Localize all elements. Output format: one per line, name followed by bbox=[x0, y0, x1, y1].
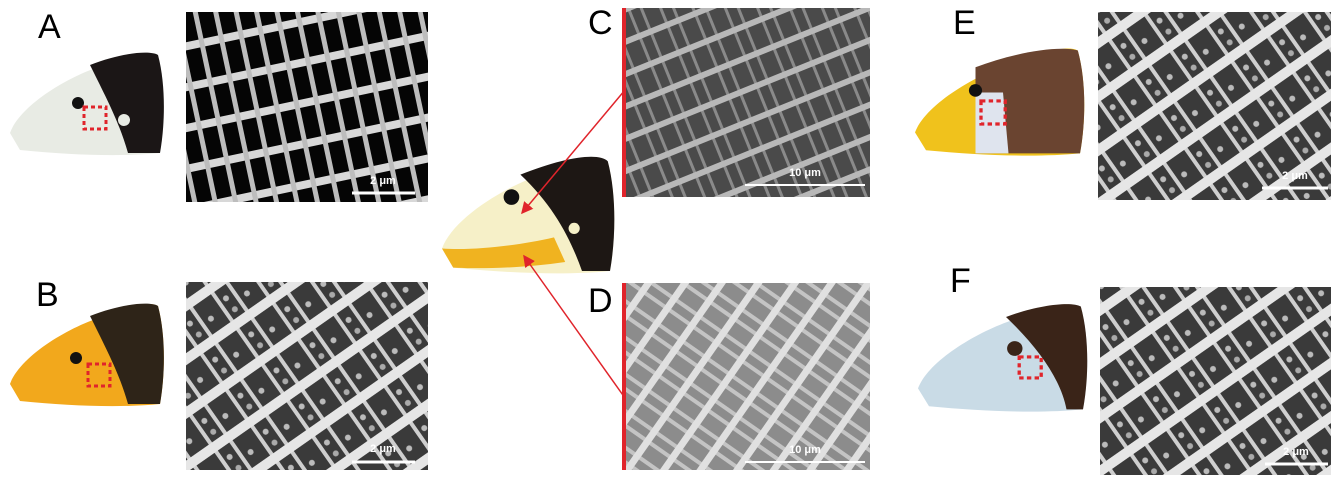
panel-label: B bbox=[36, 276, 59, 314]
panel-label: C bbox=[588, 4, 613, 42]
sem-image bbox=[186, 282, 428, 470]
wing bbox=[10, 304, 164, 406]
wing bbox=[918, 304, 1087, 412]
panel-label: A bbox=[38, 8, 61, 46]
scale-label: 10 μm bbox=[789, 444, 821, 456]
panel-d: D 10 μm bbox=[588, 282, 870, 470]
panel-label: F bbox=[950, 262, 971, 300]
wing bbox=[915, 48, 1084, 155]
figure: A 2 μm B 2 μm C bbox=[0, 0, 1331, 477]
wing bbox=[10, 53, 164, 155]
scale-label: 2 μm bbox=[370, 175, 396, 187]
panel-b: B 2 μm bbox=[10, 276, 428, 470]
scale-label: 2 μm bbox=[1283, 446, 1309, 458]
sem-image bbox=[626, 8, 870, 197]
scale-label: 2 μm bbox=[1282, 170, 1308, 182]
panel-c: C 10 μm bbox=[588, 4, 870, 197]
sem-image bbox=[626, 283, 870, 470]
panel-label: D bbox=[588, 282, 613, 320]
sem-image bbox=[186, 12, 428, 202]
scale-label: 2 μm bbox=[370, 443, 396, 455]
scale-label: 10 μm bbox=[789, 167, 821, 179]
panel-label: E bbox=[953, 4, 976, 42]
panel-f: F 2 μm bbox=[918, 262, 1331, 475]
center-wing bbox=[442, 157, 614, 274]
panel-e: E 2 μm bbox=[915, 4, 1331, 200]
panel-a: A 2 μm bbox=[10, 8, 428, 202]
